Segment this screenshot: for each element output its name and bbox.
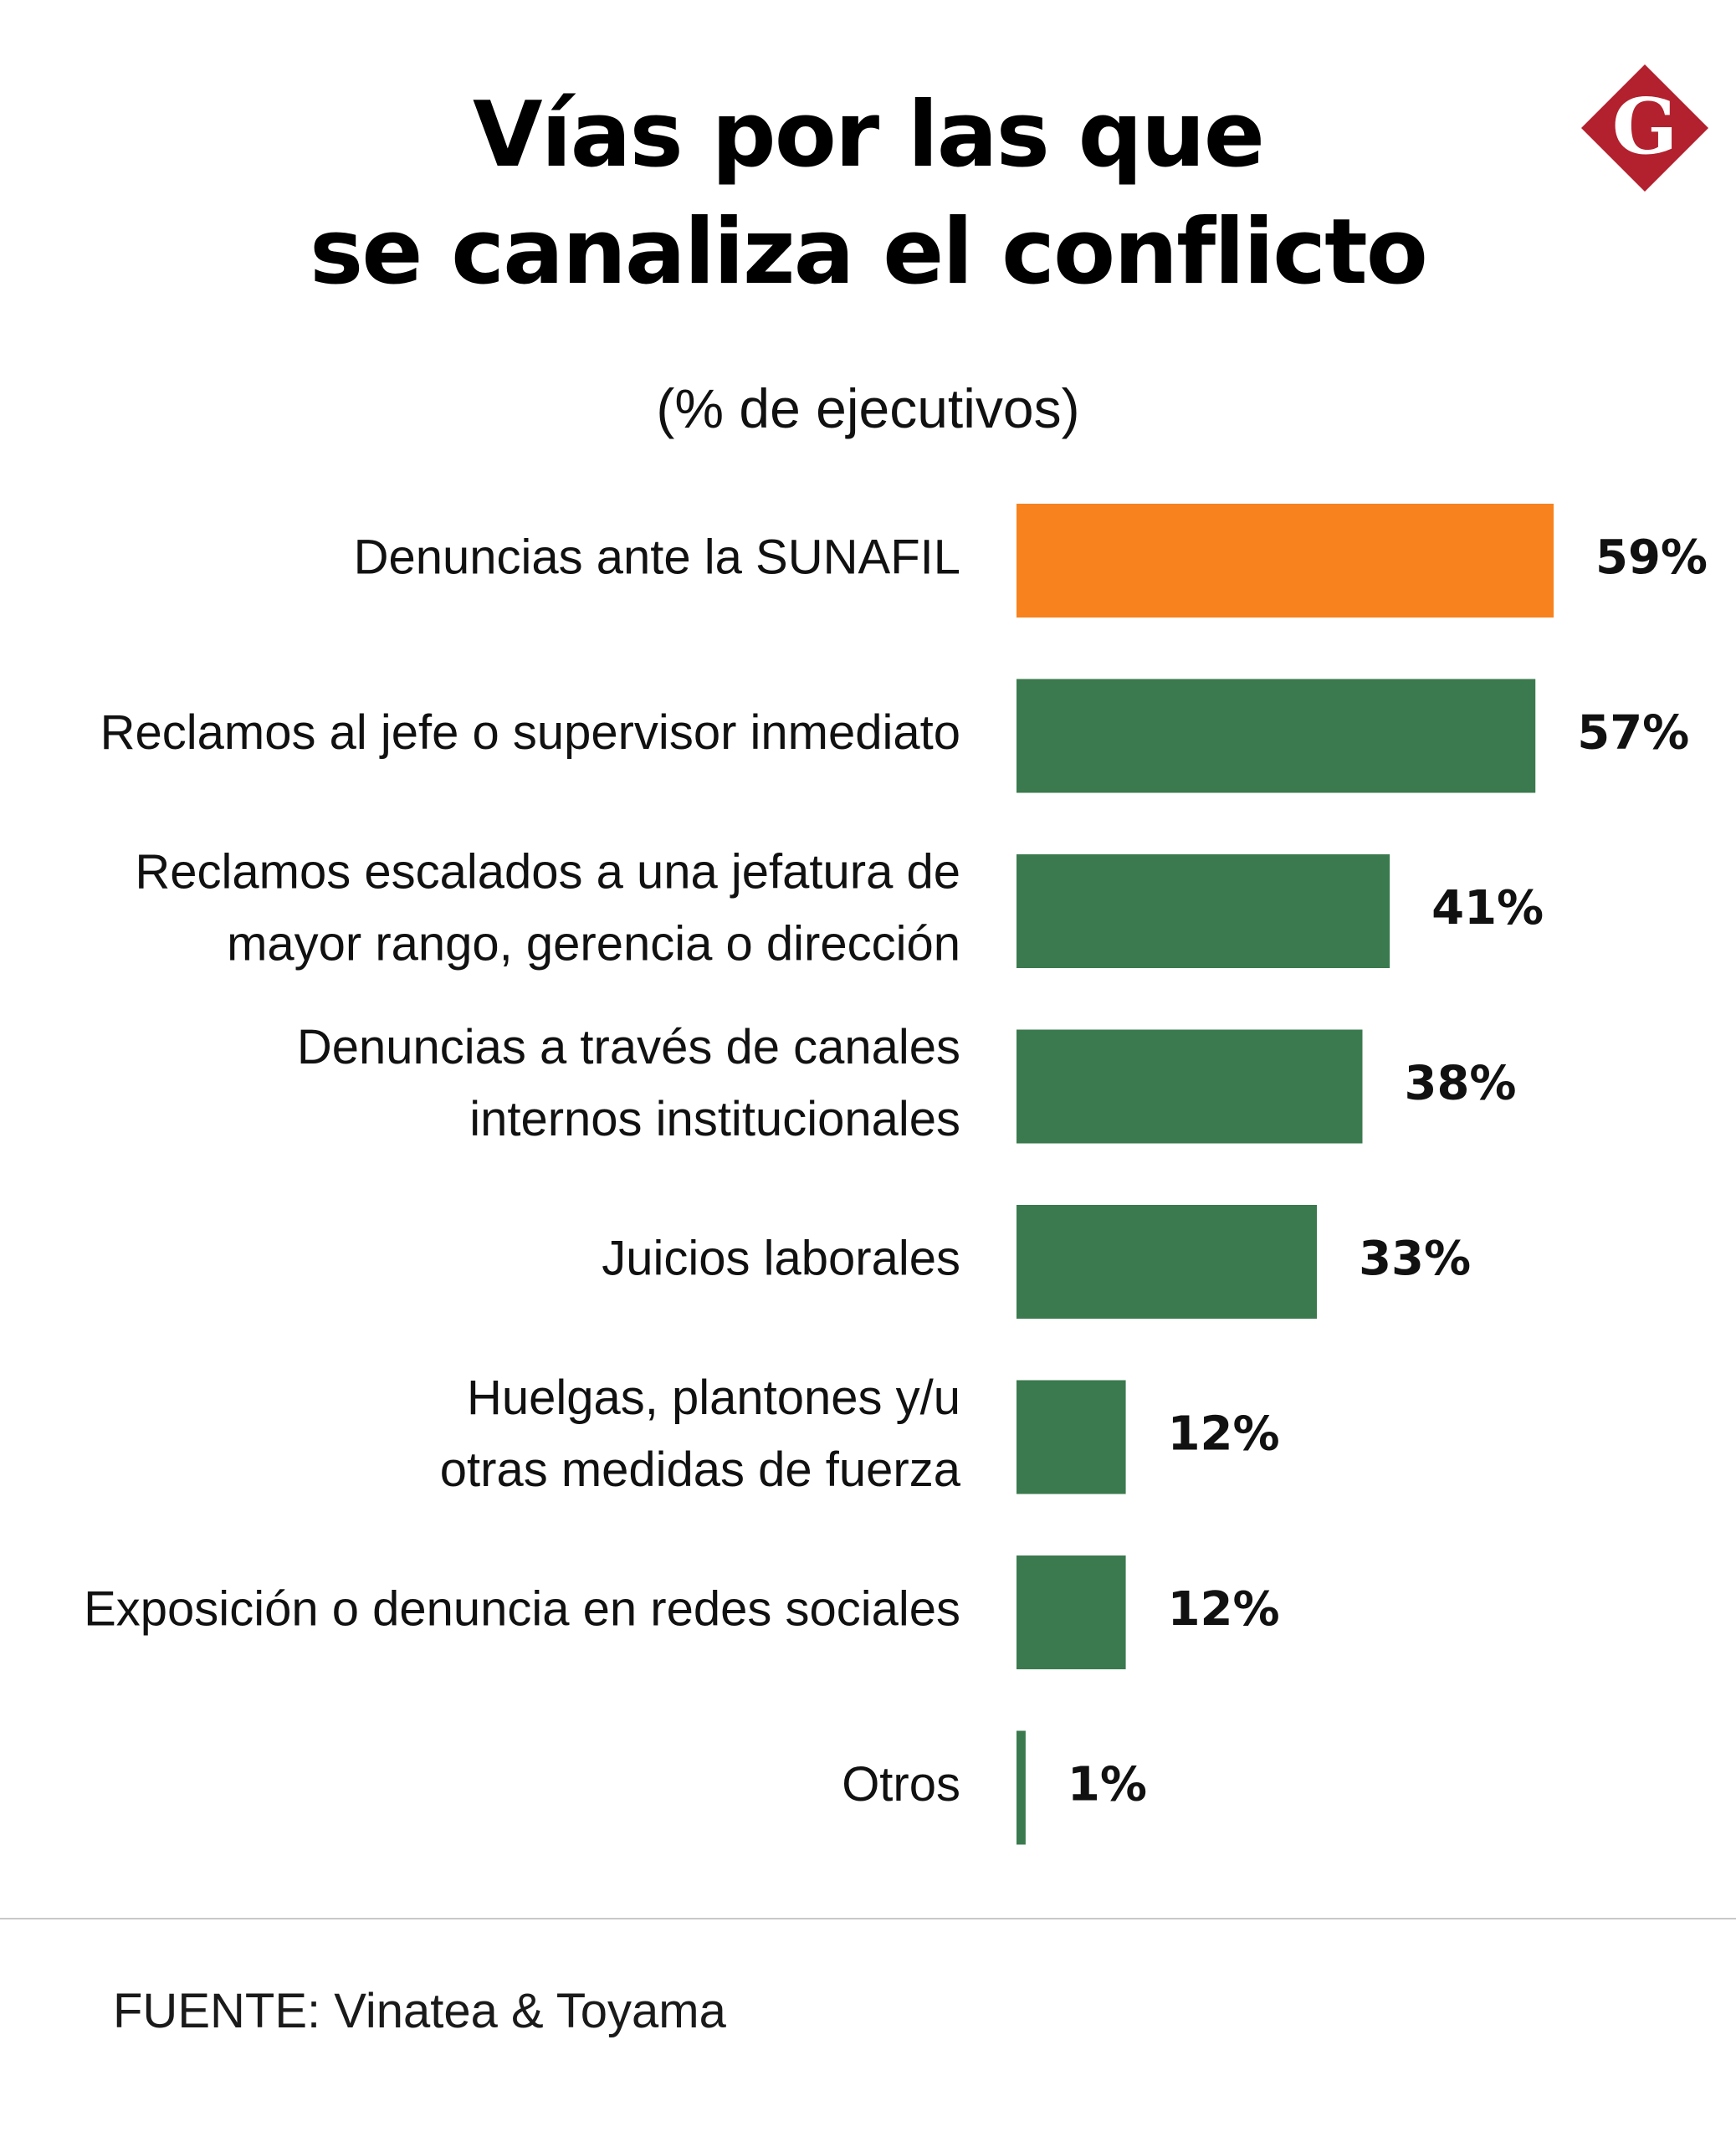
category-label-3-line-2: mayor rango, gerencia o dirección [227,916,960,971]
logo-letter: G [1612,81,1678,172]
chart-title-line-2: se canaliza el conflicto [309,200,1428,305]
category-label-3-line-1: Reclamos escalados a una jefatura de [135,844,960,899]
bar-chart: 59% Denuncias ante la SUNAFIL 57% Reclamos … [84,504,1708,1845]
category-label-1: Denuncias ante la SUNAFIL [354,530,960,584]
bar-1 [1017,504,1554,618]
category-label-8: Otros [842,1757,960,1812]
source-note: FUENTE: Vinatea & Toyama [113,1984,726,2038]
bar-2 [1017,679,1536,793]
logo-diamond [1581,64,1708,192]
category-label-7: Exposición o denuncia en redes sociales [84,1581,960,1636]
category-label-1-line-1: Denuncias ante la SUNAFIL [354,530,960,584]
value-label-4: 38% [1404,1057,1516,1111]
category-label-5-line-1: Juicios laborales [602,1231,960,1285]
value-label-2: 57% [1577,706,1689,761]
chart-title-line-1: Vías por las que [473,83,1265,187]
value-label-3: 41% [1431,881,1544,935]
brand-logo-icon: G [1581,64,1708,192]
category-label-6-line-1: Huelgas, plantones y/u [467,1371,960,1425]
chart-title: Vías por las que se canaliza el conflict… [0,77,1736,311]
category-label-3: Reclamos escalados a una jefatura de mayo… [135,844,960,971]
value-label-5: 33% [1359,1232,1471,1286]
footer-divider [0,1918,1736,1919]
value-label-8: 1% [1068,1758,1147,1812]
category-label-4: Denuncias a través de canales internos in… [297,1020,960,1146]
value-label-7: 12% [1168,1582,1280,1637]
chart-subtitle: (% de ejecutivos) [656,377,1080,439]
category-label-7-line-1: Exposición o denuncia en redes sociales [84,1581,960,1636]
bar-3 [1017,854,1390,968]
category-label-6-line-2: otras medidas de fuerza [440,1443,961,1497]
bar-6 [1017,1380,1126,1494]
category-label-4-line-2: internos institucionales [469,1092,960,1146]
bar-8 [1017,1730,1026,1845]
category-label-8-line-1: Otros [842,1757,960,1812]
bar-7 [1017,1555,1126,1669]
value-label-1: 59% [1595,530,1708,585]
value-label-6: 12% [1168,1407,1280,1462]
bar-4 [1017,1029,1363,1144]
bar-5 [1017,1205,1318,1319]
category-label-4-line-1: Denuncias a través de canales [297,1020,960,1074]
category-label-2: Reclamos al jefe o supervisor inmediato [100,705,960,760]
category-label-6: Huelgas, plantones y/u otras medidas de f… [440,1371,961,1497]
category-label-5: Juicios laborales [602,1231,960,1285]
category-label-2-line-1: Reclamos al jefe o supervisor inmediato [100,705,960,760]
